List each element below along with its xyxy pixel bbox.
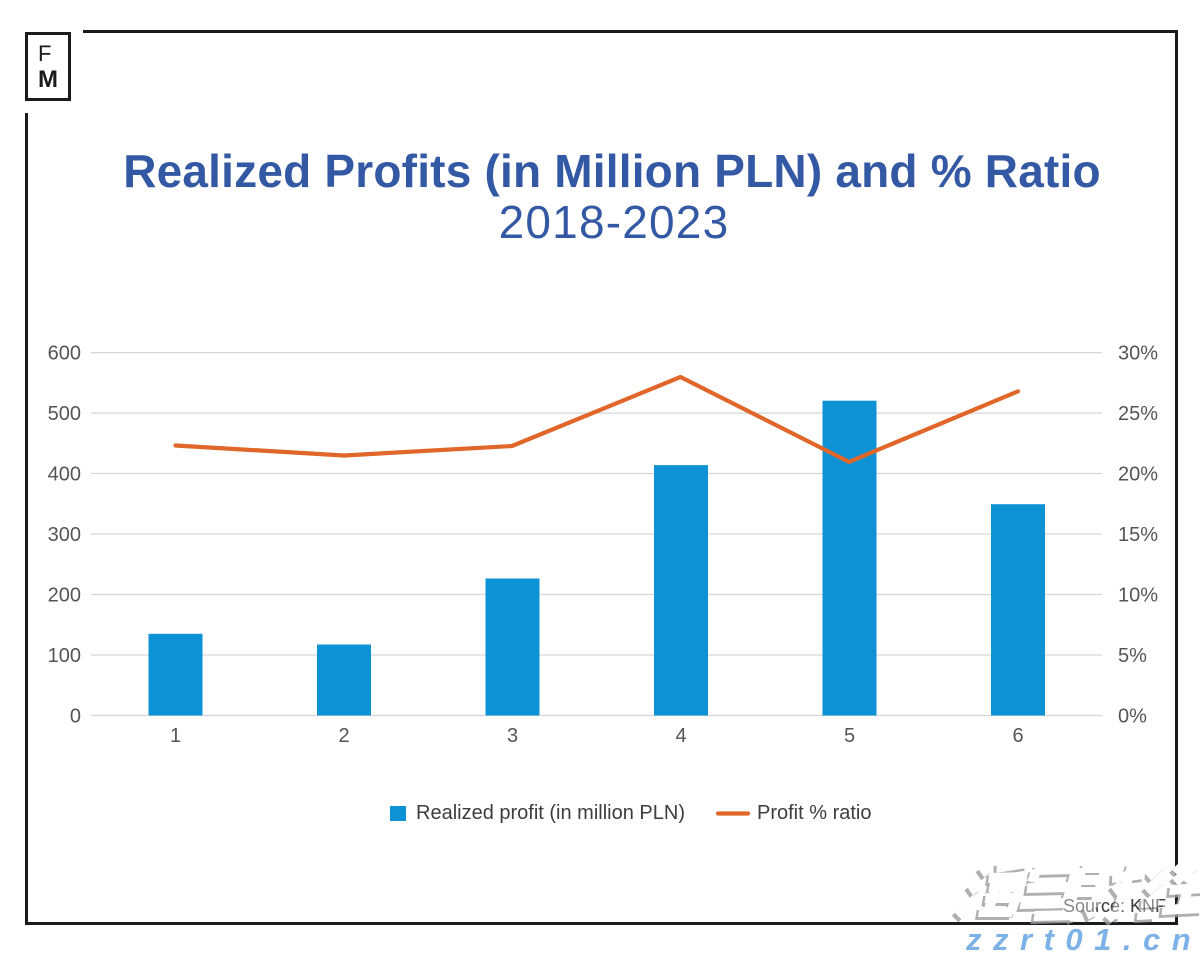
svg-text:300: 300 — [48, 524, 81, 546]
svg-text:15%: 15% — [1118, 524, 1158, 546]
svg-text:2: 2 — [338, 725, 349, 747]
svg-text:25%: 25% — [1118, 403, 1158, 425]
svg-text:Realized profit (in million PL: Realized profit (in million PLN) — [416, 802, 685, 824]
svg-text:30%: 30% — [1118, 343, 1158, 365]
svg-text:4: 4 — [675, 725, 686, 747]
svg-text:3: 3 — [507, 725, 518, 747]
svg-text:10%: 10% — [1118, 585, 1158, 607]
svg-text:5: 5 — [844, 725, 855, 747]
svg-text:100: 100 — [48, 645, 81, 667]
svg-text:600: 600 — [48, 343, 81, 365]
svg-text:6: 6 — [1012, 725, 1023, 747]
svg-text:1: 1 — [170, 725, 181, 747]
svg-text:5%: 5% — [1118, 645, 1147, 667]
svg-text:0: 0 — [70, 706, 81, 728]
svg-text:500: 500 — [48, 403, 81, 425]
svg-text:400: 400 — [48, 464, 81, 486]
svg-text:Profit % ratio: Profit % ratio — [757, 802, 871, 824]
svg-text:200: 200 — [48, 585, 81, 607]
svg-text:20%: 20% — [1118, 464, 1158, 486]
svg-text:0%: 0% — [1118, 706, 1147, 728]
